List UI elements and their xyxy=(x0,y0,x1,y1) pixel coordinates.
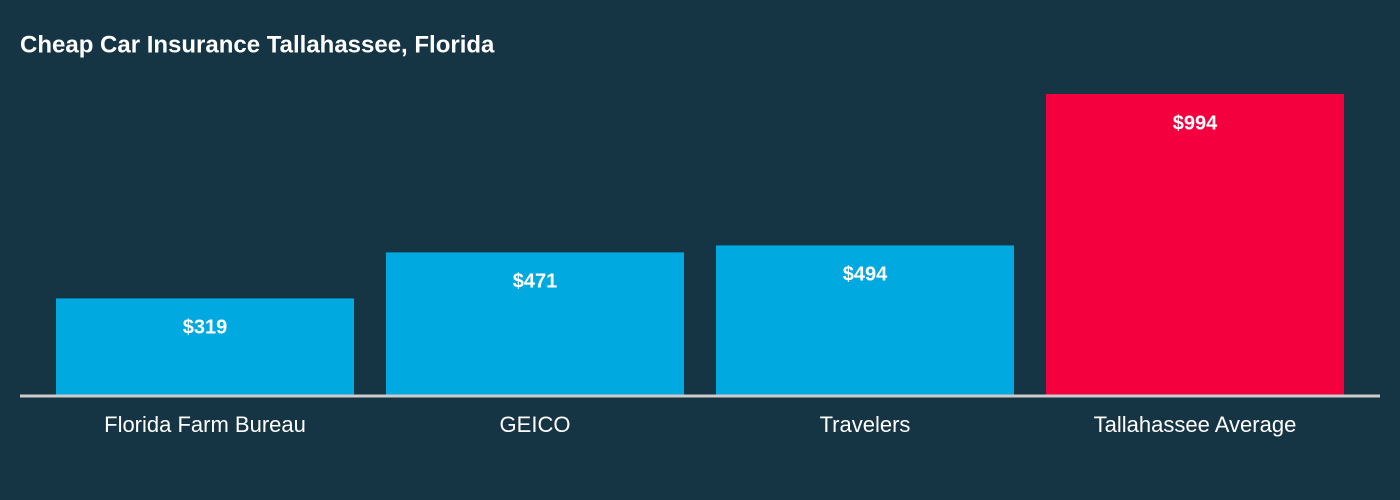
x-tick-label: Tallahassee Average xyxy=(1094,412,1297,437)
value-label: $471 xyxy=(513,271,558,293)
bar xyxy=(386,252,684,395)
bar xyxy=(1046,94,1344,395)
value-label: $994 xyxy=(1173,112,1218,134)
x-tick-label: Florida Farm Bureau xyxy=(104,412,306,437)
x-tick-label: Travelers xyxy=(820,412,911,437)
value-label: $319 xyxy=(183,317,228,339)
x-tick-label: GEICO xyxy=(500,412,571,437)
bar xyxy=(56,298,354,395)
value-label: $494 xyxy=(843,264,888,286)
bar xyxy=(716,245,1014,395)
chart-title: Cheap Car Insurance Tallahassee, Florida xyxy=(20,31,495,58)
